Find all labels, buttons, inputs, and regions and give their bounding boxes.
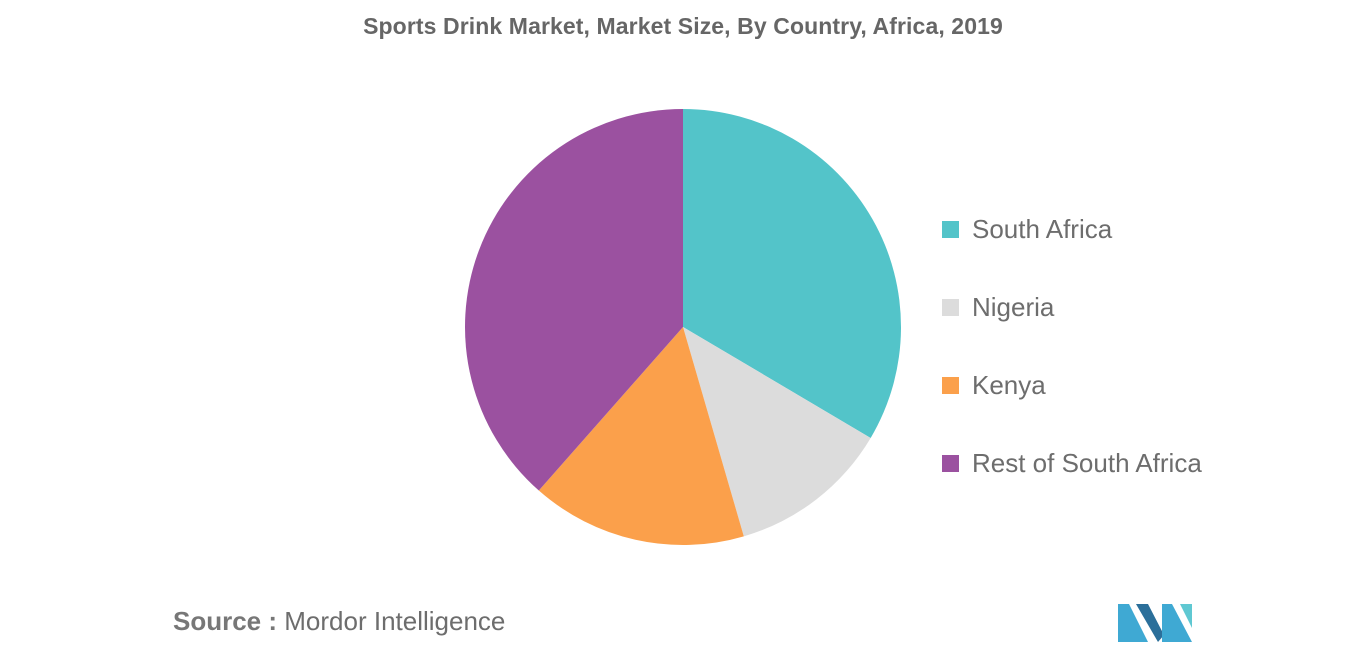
logo-shape-right [1162, 604, 1192, 642]
legend-label-kenya: Kenya [972, 369, 1046, 400]
pie-slice-nigeria [683, 327, 871, 537]
legend-label-nigeria: Nigeria [972, 291, 1055, 322]
pie-slice-rest-of-south-africa [465, 109, 683, 491]
mordor-intelligence-logo [1118, 604, 1192, 642]
pie-slice-south-africa [683, 109, 901, 438]
legend-item-kenya: Kenya [942, 346, 1202, 424]
legend-item-south-africa: South Africa [942, 190, 1202, 268]
logo-shape-right-bar [1180, 604, 1192, 628]
chart-legend: South Africa Nigeria Kenya Rest of South… [942, 190, 1202, 502]
legend-swatch-nigeria [942, 298, 959, 316]
legend-swatch-south-africa [942, 220, 959, 238]
legend-swatch-kenya [942, 376, 959, 394]
logo-shape-middle [1136, 604, 1164, 642]
legend-item-nigeria: Nigeria [942, 268, 1202, 346]
legend-swatch-rest-of-south-africa [942, 454, 959, 472]
legend-label-south-africa: South Africa [972, 213, 1113, 244]
pie-slice-kenya [538, 327, 744, 545]
chart-title: Sports Drink Market, Market Size, By Cou… [363, 13, 1003, 39]
source-text: Mordor Intelligence [284, 606, 506, 636]
legend-item-rest-of-south-africa: Rest of South Africa [942, 424, 1202, 502]
legend-label-rest-of-south-africa: Rest of South Africa [972, 447, 1202, 478]
logo-shape-left [1118, 604, 1148, 642]
source-label: Source : [173, 606, 278, 636]
source-note: Source : Mordor Intelligence [173, 606, 505, 637]
